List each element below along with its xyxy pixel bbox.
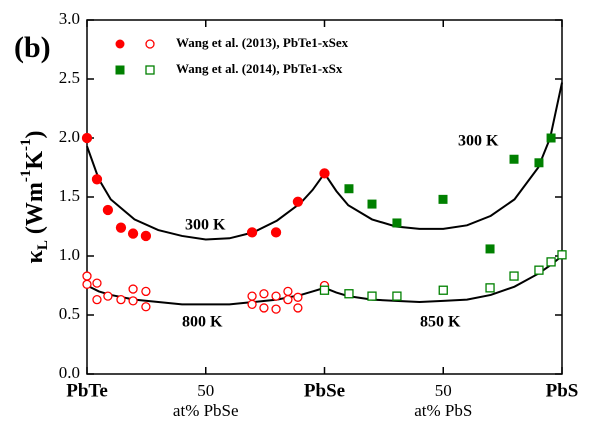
x-tick-label: 50 — [435, 381, 452, 400]
y-axis-label-part: K — [22, 151, 48, 170]
legend-marker — [145, 65, 155, 75]
marker — [271, 304, 281, 314]
marker — [344, 184, 354, 194]
y-tick-label: 0.0 — [59, 363, 80, 382]
marker — [367, 199, 377, 209]
marker — [115, 222, 127, 233]
marker — [259, 303, 269, 313]
marker — [367, 291, 377, 301]
x-tick-label: PbSe — [304, 380, 345, 401]
y-axis-label: κL (Wm-1K-1) — [18, 131, 51, 264]
x-tick-label: PbS — [546, 380, 579, 401]
marker — [271, 291, 281, 301]
marker — [127, 228, 139, 239]
marker — [438, 285, 448, 295]
marker — [546, 257, 556, 267]
marker — [293, 303, 303, 313]
marker — [140, 230, 152, 242]
marker — [116, 295, 126, 305]
marker — [485, 283, 495, 293]
y-tick-label: 3.0 — [59, 9, 80, 28]
legend-marker — [115, 65, 125, 75]
y-axis-label-part: κ — [22, 250, 48, 264]
marker — [128, 296, 138, 306]
marker — [485, 244, 495, 254]
x-axis-label: at% PbSe — [173, 401, 239, 420]
annotation: 300 K — [185, 217, 226, 234]
marker — [92, 278, 102, 288]
marker — [92, 295, 102, 305]
marker — [128, 284, 138, 294]
marker — [270, 227, 282, 238]
marker — [102, 204, 114, 216]
annotation: 300 K — [458, 133, 499, 150]
marker — [247, 299, 257, 310]
marker — [546, 133, 556, 143]
legend-label: Wang et al. (2014), PbTe1-xSx — [176, 61, 343, 76]
legend-label: Wang et al. (2013), PbTe1-xSex — [176, 35, 349, 50]
marker — [557, 250, 567, 260]
marker — [438, 194, 448, 204]
marker — [319, 168, 330, 179]
panel-label: (b) — [14, 31, 51, 64]
y-tick-label: 0.5 — [59, 304, 80, 323]
marker — [534, 265, 544, 275]
marker — [82, 271, 92, 281]
marker — [344, 289, 354, 299]
marker — [82, 279, 92, 289]
marker — [103, 291, 113, 301]
y-tick-label: 2.5 — [59, 68, 80, 87]
marker — [319, 285, 330, 295]
legend-marker — [145, 39, 155, 49]
marker — [283, 295, 293, 305]
annotation: 850 K — [420, 314, 461, 331]
annotation: 800 K — [182, 314, 223, 331]
model-curve — [86, 82, 563, 241]
marker — [247, 291, 257, 301]
marker — [81, 132, 93, 144]
marker — [509, 154, 519, 164]
marker — [392, 218, 402, 228]
model-curve — [86, 255, 563, 306]
marker — [509, 271, 519, 281]
marker — [534, 158, 544, 168]
x-tick-label: PbTe — [66, 380, 108, 401]
marker — [246, 227, 258, 238]
x-axis-label: at% PbS — [414, 401, 472, 420]
y-axis-label-part: -1 — [18, 170, 34, 183]
y-axis-label-part: (Wm — [22, 182, 48, 240]
y-axis-label-part: -1 — [18, 139, 34, 152]
marker — [293, 292, 303, 302]
y-axis-label-part: L — [35, 240, 51, 250]
marker — [292, 196, 304, 207]
x-tick-label: 50 — [197, 381, 214, 400]
marker — [259, 289, 269, 299]
y-axis-label-part: ) — [22, 131, 48, 139]
marker — [141, 302, 151, 312]
y-tick-label: 1.0 — [59, 245, 80, 264]
y-tick-label: 2.0 — [59, 127, 80, 146]
marker — [141, 286, 151, 297]
marker — [91, 174, 103, 185]
y-tick-label: 1.5 — [59, 186, 80, 205]
marker — [392, 291, 402, 301]
marker — [283, 286, 293, 297]
legend-marker — [115, 39, 125, 49]
